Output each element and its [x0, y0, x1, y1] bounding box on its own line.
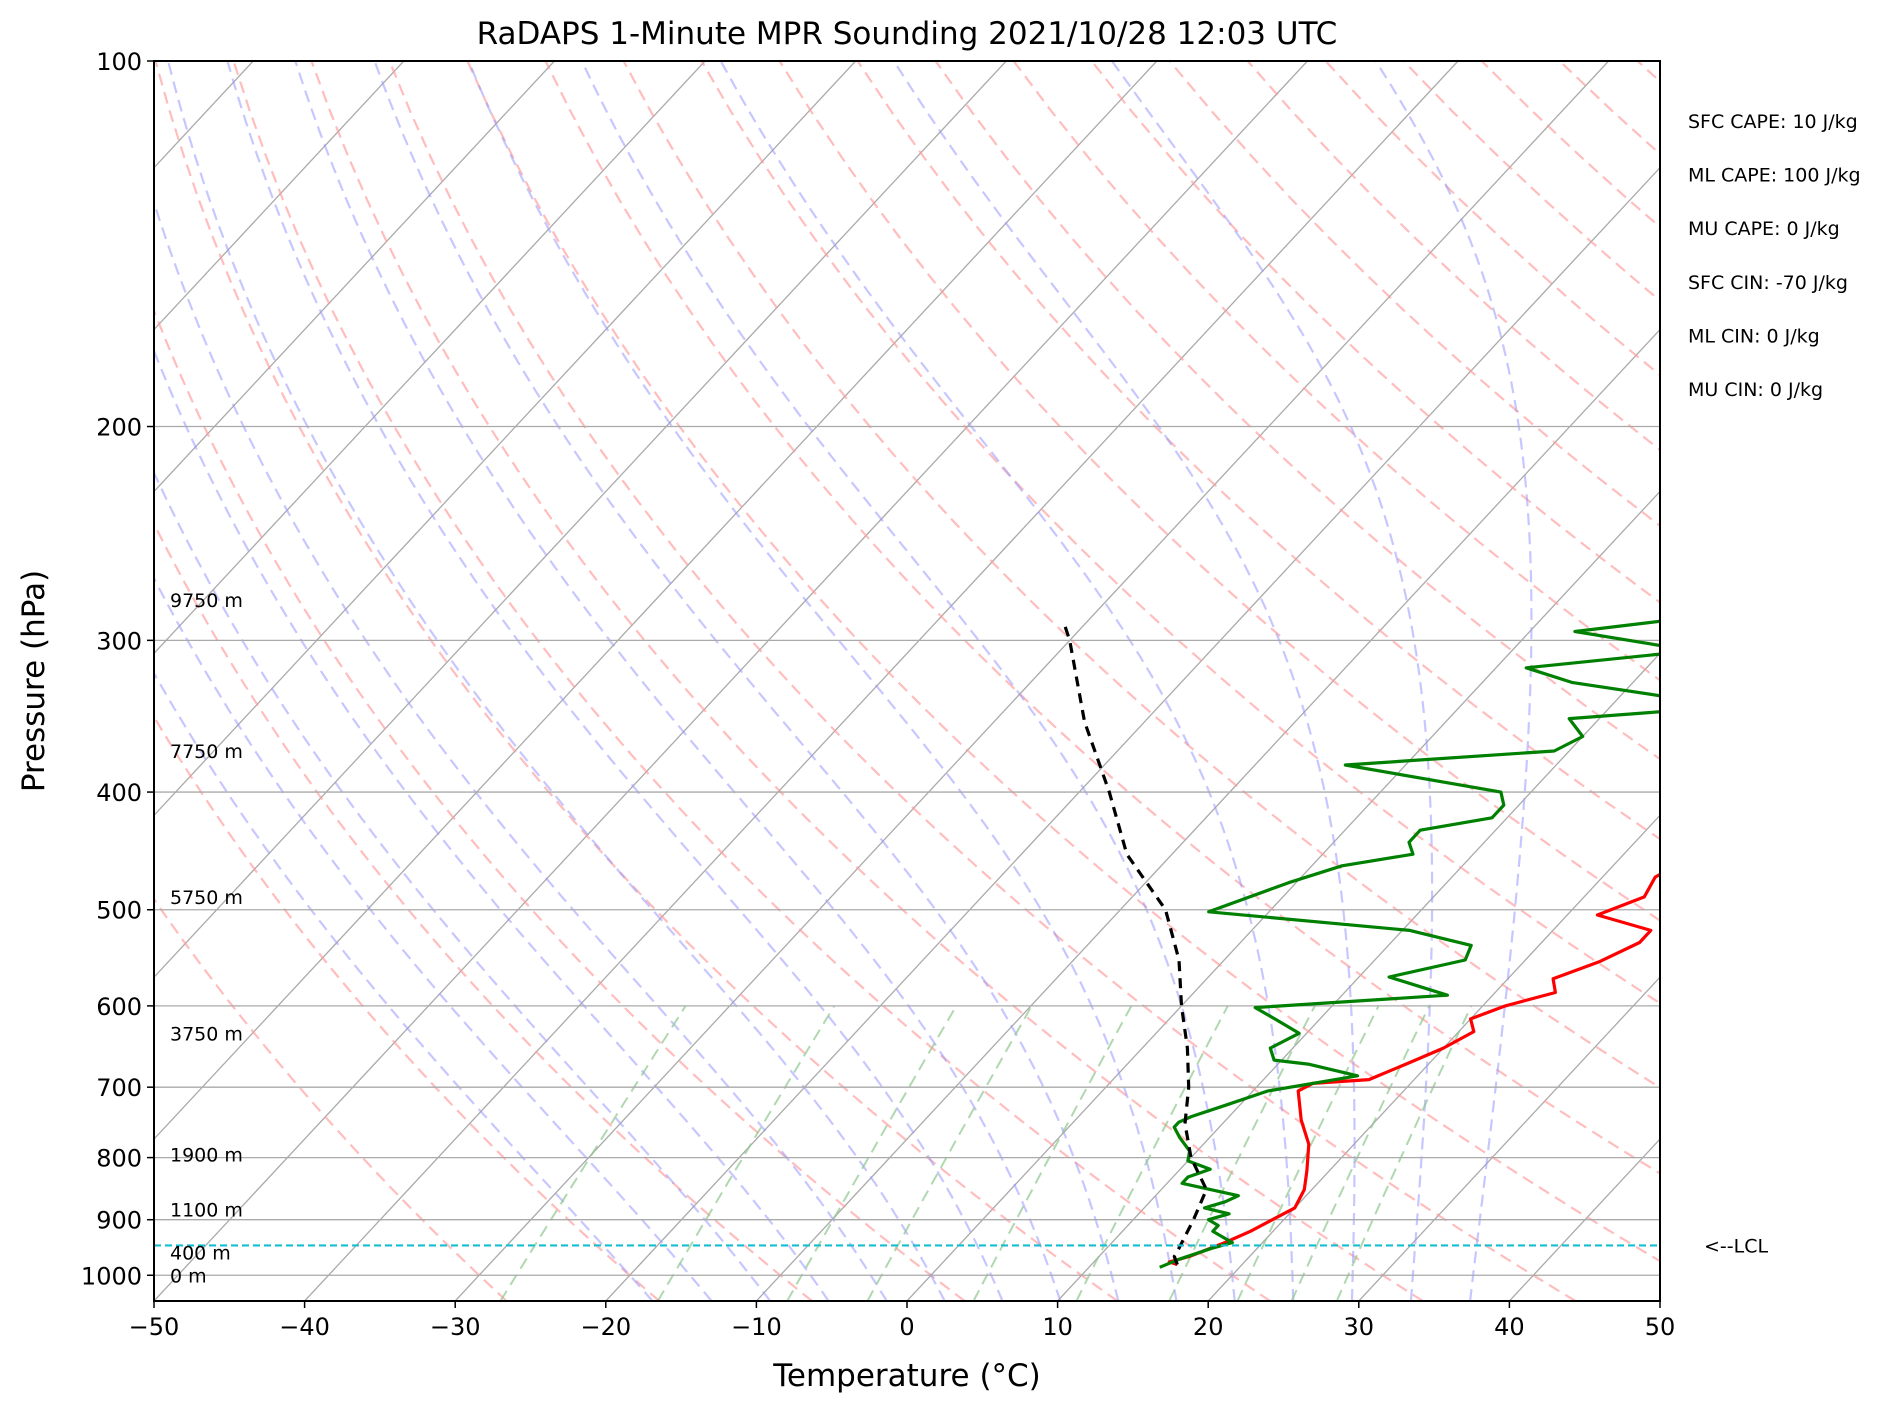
y-tick-label: 1000 [81, 1262, 142, 1290]
isotherm-line [1358, 976, 1660, 1301]
background-lines [154, 61, 1660, 1301]
mixing-ratio-line [656, 1005, 836, 1301]
x-tick-label: 20 [1193, 1313, 1224, 1341]
index-annotation: ML CIN: 0 J/kg [1688, 325, 1820, 347]
y-tick-label: 600 [96, 993, 142, 1021]
mixing-ratio-line [866, 1005, 1033, 1301]
height-label: 1100 m [170, 1200, 243, 1222]
height-label: 0 m [170, 1265, 207, 1287]
dry-adiabat-line [232, 61, 1271, 1301]
y-tick-label: 400 [96, 779, 142, 807]
mixing-ratio-line [972, 1005, 1133, 1301]
moist-adiabat-line [167, 61, 946, 1301]
isotherm-line [1057, 652, 1660, 1301]
mixing-ratio-line [1335, 1005, 1473, 1301]
y-tick-label: 200 [96, 414, 142, 442]
isotherm-line [454, 61, 1610, 1301]
x-tick-label: 0 [899, 1313, 914, 1341]
mixing-ratio-line [786, 1005, 958, 1301]
dry-adiabat-line [154, 307, 966, 1301]
parcel-path-line [1062, 621, 1209, 1266]
x-tick-label: −30 [430, 1313, 481, 1341]
isotherm-line [154, 61, 405, 331]
isotherm-line [154, 61, 706, 655]
y-tick-label: 100 [96, 48, 142, 76]
isotherm-line [605, 166, 1660, 1301]
profile-lines [154, 619, 1660, 1269]
x-axis-ticks: −50 −40 −30 −20 −10 0 10 20 30 40 50 [129, 1301, 1676, 1341]
isotherm-line [154, 61, 1158, 1141]
index-annotation: ML CAPE: 100 J/kg [1688, 165, 1861, 187]
dry-adiabat-line [856, 61, 1660, 841]
isotherm-line [1207, 814, 1660, 1301]
x-tick-label: 30 [1344, 1313, 1375, 1341]
x-tick-label: 10 [1042, 1313, 1073, 1341]
index-annotations: SFC CAPE: 10 J/kg ML CAPE: 100 J/kg MU CAP… [1688, 111, 1861, 401]
isotherm-line [154, 61, 1007, 979]
chart-title: RaDAPS 1-Minute MPR Sounding 2021/10/28 … [477, 16, 1338, 52]
isotherm-line [154, 61, 1308, 1301]
mixing-ratio-line [1075, 1005, 1229, 1301]
index-annotation: MU CIN: 0 J/kg [1688, 379, 1823, 401]
isotherm-line [154, 61, 555, 493]
mixing-ratio-line [1168, 1005, 1316, 1301]
lcl-label: <--LCL [1704, 1235, 1768, 1257]
height-label: 1900 m [170, 1144, 243, 1166]
mixing-ratio-line [499, 1005, 687, 1301]
x-tick-label: −40 [279, 1313, 330, 1341]
moist-adiabat-line [154, 199, 888, 1301]
isotherm-line [906, 490, 1660, 1301]
dry-adiabat-line [154, 897, 508, 1301]
moist-adiabat-line [467, 61, 1178, 1301]
moist-adiabat-line [226, 61, 1004, 1301]
moist-adiabat-line [154, 671, 654, 1301]
moist-adiabat-line [719, 61, 1295, 1301]
height-label: 7750 m [170, 741, 243, 763]
x-tick-label: 40 [1494, 1313, 1525, 1341]
moist-adiabat-line [1374, 61, 1533, 1301]
moist-adiabat-line [154, 470, 772, 1301]
height-labels: 9750 m 7750 m 5750 m 3750 m 1900 m 1100 m 400 … [170, 590, 243, 1287]
moist-adiabat-line [154, 575, 713, 1301]
height-label: 9750 m [170, 590, 243, 612]
height-label: 5750 m [170, 887, 243, 909]
x-axis-label: Temperature (°C) [772, 1358, 1041, 1394]
y-tick-label: 300 [96, 627, 142, 655]
y-tick-label: 500 [96, 897, 142, 925]
moist-adiabat-line [373, 61, 1120, 1301]
temperature-line [1167, 872, 1660, 1267]
dry-adiabat-line [622, 61, 1660, 1089]
index-annotation: SFC CIN: -70 J/kg [1688, 272, 1848, 294]
y-tick-label: 900 [96, 1207, 142, 1235]
x-tick-label: −20 [580, 1313, 631, 1341]
mixing-ratio-line [1236, 1005, 1380, 1301]
moist-adiabat-line [154, 347, 830, 1301]
isotherm-line [304, 61, 1459, 1301]
dry-adiabat-line [466, 61, 1660, 1263]
height-label: 3750 m [170, 1023, 243, 1045]
y-tick-label: 800 [96, 1145, 142, 1173]
dry-adiabat-line [388, 61, 1577, 1301]
dry-adiabat-line [934, 61, 1660, 761]
moist-adiabat-line [1111, 61, 1434, 1301]
x-tick-label: −50 [129, 1313, 180, 1341]
index-annotation: SFC CAPE: 10 J/kg [1688, 111, 1858, 133]
y-tick-label: 700 [96, 1074, 142, 1102]
x-tick-label: −10 [731, 1313, 782, 1341]
dewpoint-line [1159, 619, 1660, 1269]
moist-adiabat-line [294, 61, 1062, 1301]
x-tick-label: 50 [1645, 1313, 1676, 1341]
y-axis-ticks: 100 200 300 400 500 600 700 800 900 1000 [81, 48, 154, 1290]
dry-adiabat-line [544, 61, 1660, 1175]
isotherm-line [154, 61, 857, 817]
moist-adiabat-line [892, 61, 1356, 1301]
y-axis-label: Pressure (hPa) [16, 570, 52, 792]
index-annotation: MU CAPE: 0 J/kg [1688, 218, 1840, 240]
height-label: 400 m [170, 1243, 231, 1265]
dry-adiabat-line [154, 714, 661, 1301]
dry-adiabat-line [154, 61, 1119, 1301]
